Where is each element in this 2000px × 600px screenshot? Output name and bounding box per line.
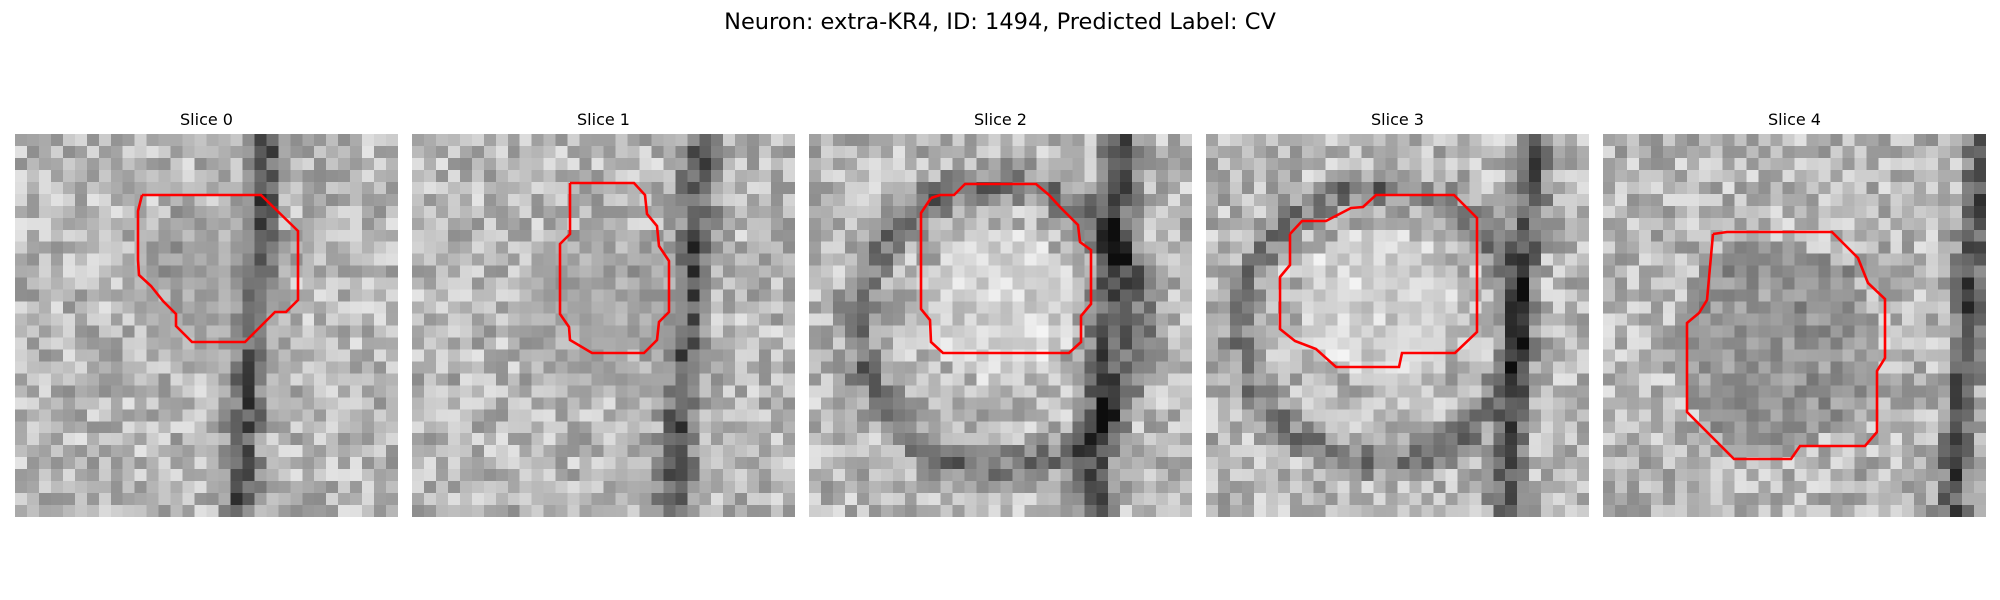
roi-contour-0 — [136, 193, 300, 344]
slice-image-2 — [809, 134, 1192, 517]
roi-contour-4 — [1685, 230, 1887, 461]
slice-image-3 — [1206, 134, 1589, 517]
roi-contour-3 — [1278, 193, 1479, 369]
roi-contour-1 — [558, 181, 671, 355]
slice-image-1 — [412, 134, 795, 517]
figure-title: Neuron: extra-KR4, ID: 1494, Predicted L… — [724, 9, 1276, 35]
slice-title-2: Slice 2 — [974, 110, 1027, 129]
slice-image-0 — [15, 134, 398, 517]
slice-title-1: Slice 1 — [577, 110, 630, 129]
slice-title-3: Slice 3 — [1371, 110, 1424, 129]
roi-contour-2 — [919, 182, 1093, 355]
slice-title-0: Slice 0 — [180, 110, 233, 129]
slice-title-4: Slice 4 — [1768, 110, 1821, 129]
